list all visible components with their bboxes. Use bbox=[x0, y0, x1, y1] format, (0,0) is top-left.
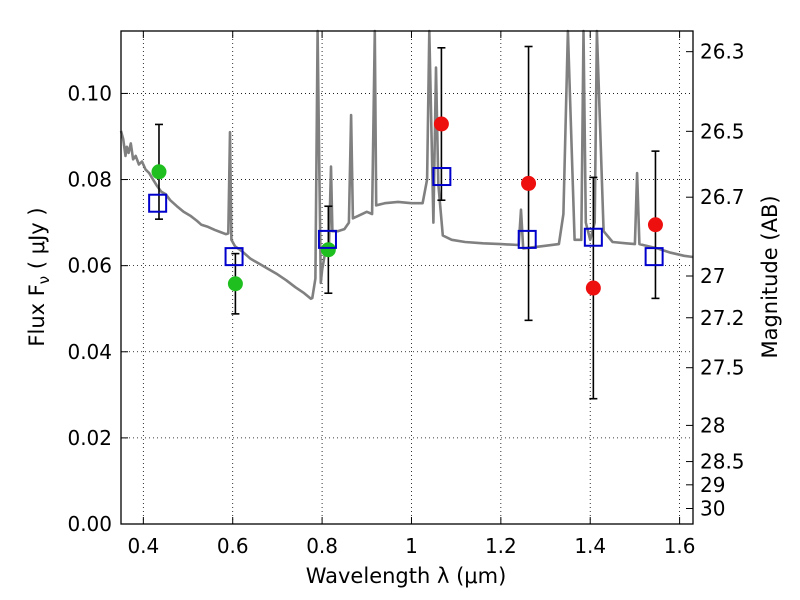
y-tick-label: 0.02 bbox=[67, 426, 112, 450]
observed-flux-point bbox=[647, 217, 663, 233]
observed-flux-point bbox=[585, 280, 601, 296]
mag-tick-label: 28 bbox=[700, 413, 725, 437]
axis-ticks bbox=[121, 31, 693, 525]
mag-tick-label: 28.5 bbox=[700, 450, 745, 474]
observed-flux-point bbox=[227, 276, 243, 292]
model-flux-square bbox=[224, 247, 244, 267]
mag-tick-label: 30 bbox=[700, 496, 725, 520]
y-axis-title-unit: ( μJy ) bbox=[25, 207, 49, 275]
x-tick-label: 0.6 bbox=[217, 534, 249, 558]
x-tick-label: 1.4 bbox=[574, 534, 606, 558]
model-flux-square bbox=[644, 247, 664, 267]
y-axis-title: Flux Fν ( μJy ) bbox=[25, 207, 53, 346]
y-tick-label: 0.10 bbox=[67, 81, 112, 105]
mag-tick-label: 27.5 bbox=[700, 356, 745, 380]
mag-tick-label: 27.2 bbox=[700, 306, 745, 330]
model-flux-square bbox=[583, 227, 603, 247]
observed-flux-point bbox=[151, 164, 167, 180]
sed-model-line bbox=[119, 29, 694, 301]
x-tick-label: 1.2 bbox=[485, 534, 517, 558]
y-tick-label: 0.04 bbox=[67, 340, 112, 364]
model-flux-square bbox=[432, 167, 452, 187]
mag-tick-label: 26.3 bbox=[700, 40, 745, 64]
model-flux-square bbox=[517, 229, 537, 249]
tick-labels: 0.4 0.6 0.8 1 1.2 1.4 1.6 0.00 0.02 0.04 0.06 0.08 0… bbox=[67, 40, 744, 558]
mag-tick-label: 29 bbox=[700, 473, 725, 497]
y-axis-title-main: Flux F bbox=[25, 284, 49, 346]
observed-flux-point bbox=[320, 242, 336, 258]
observed-flux-point bbox=[521, 175, 537, 191]
x-tick-label: 0.8 bbox=[306, 534, 338, 558]
x-tick-label: 1.6 bbox=[664, 534, 696, 558]
grid-lines bbox=[121, 31, 693, 525]
x-axis-title: Wavelength λ (μm) bbox=[306, 564, 507, 588]
model-flux-square bbox=[148, 193, 168, 213]
observed-flux-point bbox=[433, 116, 449, 132]
sed-line-path bbox=[119, 29, 694, 301]
mag-tick-label: 27 bbox=[700, 264, 725, 288]
y-tick-label: 0.00 bbox=[67, 512, 112, 536]
y-tick-label: 0.08 bbox=[67, 168, 112, 192]
photometry-points bbox=[148, 45, 664, 400]
y-axis-title-subscript: ν bbox=[35, 276, 53, 284]
y2-axis-title: Magnitude (AB) bbox=[758, 195, 782, 358]
mag-tick-label: 26.5 bbox=[700, 119, 745, 143]
x-tick-label: 0.4 bbox=[127, 534, 159, 558]
x-tick-label: 1 bbox=[405, 534, 418, 558]
mag-tick-label: 26.7 bbox=[700, 185, 745, 209]
y-tick-label: 0.06 bbox=[67, 254, 112, 278]
model-flux-square bbox=[317, 229, 337, 249]
plot-frame bbox=[120, 30, 694, 525]
